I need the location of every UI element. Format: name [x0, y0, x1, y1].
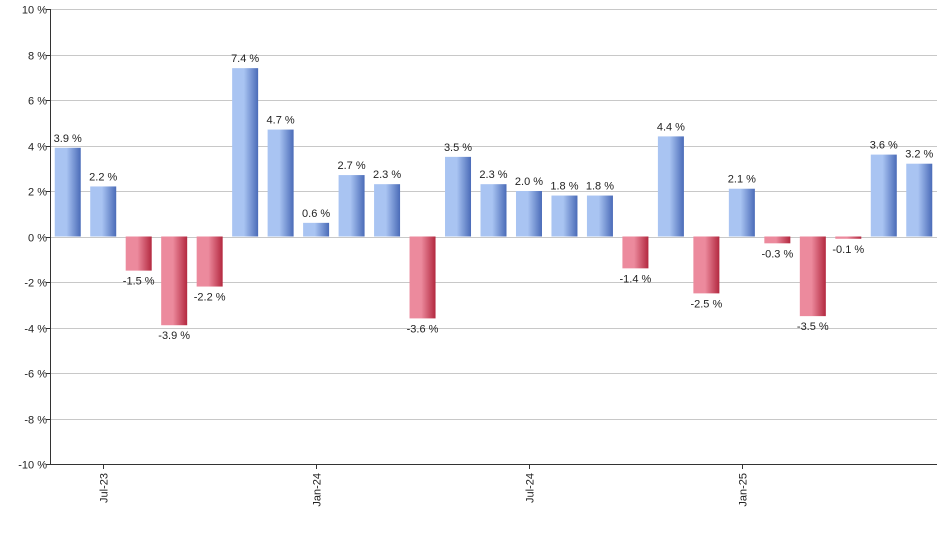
data-label: 0.6 % [302, 208, 330, 220]
axes [46, 9, 937, 469]
data-label: -3.9 % [158, 330, 190, 342]
data-label: 4.7 % [267, 115, 295, 127]
data-label: -2.5 % [690, 298, 722, 310]
bar [445, 156, 472, 237]
data-label: 7.4 % [231, 53, 259, 65]
bar [870, 154, 897, 237]
data-label: 2.2 % [89, 171, 117, 183]
y-tick-label: 0 % [28, 233, 47, 245]
data-label: -3.5 % [797, 321, 829, 333]
bar [551, 195, 578, 237]
bar [480, 184, 507, 237]
bar [693, 236, 720, 294]
y-tick-label: 4 % [28, 142, 47, 154]
bar [267, 129, 294, 237]
bar [409, 236, 436, 319]
bar [338, 175, 365, 237]
y-tick-label: 10 % [22, 5, 47, 17]
bar [835, 236, 862, 239]
bar [728, 188, 755, 237]
y-tick-label: 6 % [28, 96, 47, 108]
data-label: 3.9 % [54, 133, 82, 145]
bar [232, 68, 259, 237]
data-label: 2.1 % [728, 174, 756, 186]
data-label: 2.0 % [515, 176, 543, 188]
bar [90, 186, 117, 237]
data-label: 1.8 % [586, 181, 614, 193]
data-label: -0.3 % [761, 248, 793, 260]
bar [161, 236, 188, 326]
bar [764, 236, 791, 244]
bars [54, 68, 933, 326]
y-tick-label: -2 % [24, 278, 47, 290]
data-label: 3.2 % [905, 149, 933, 161]
y-tick-label: 2 % [28, 187, 47, 199]
data-label: -2.2 % [194, 292, 226, 304]
x-tick-label: Jan-25 [738, 473, 750, 507]
y-tick-label: -10 % [18, 460, 47, 472]
data-label: 2.7 % [338, 160, 366, 172]
data-label: -1.5 % [123, 276, 155, 288]
data-label: 3.6 % [870, 140, 898, 152]
bar [622, 236, 649, 269]
bar [54, 147, 81, 237]
bar [303, 222, 330, 237]
bar [799, 236, 826, 317]
bar [906, 163, 933, 237]
data-label: 2.3 % [479, 169, 507, 181]
bar [374, 184, 401, 237]
y-axis-tick-labels: 10 % 8 % 6 % 4 % 2 % 0 % -2 % -4 % -6 % -8 % -10 % [18, 5, 47, 472]
data-label: 1.8 % [550, 181, 578, 193]
data-label: -0.1 % [832, 244, 864, 256]
x-tick-label: Jul-24 [525, 473, 537, 503]
bar [586, 195, 613, 237]
data-label: -3.6 % [407, 323, 439, 335]
data-label: 3.5 % [444, 142, 472, 154]
bar [125, 236, 152, 271]
x-axis-tick-labels: Jul-23 Jan-24 Jul-24 Jan-25 [99, 473, 750, 507]
data-label: -1.4 % [620, 273, 652, 285]
data-labels: 3.9 % 2.2 % -1.5 % -3.9 % -2.2 % 7.4 % 4.7 % 0.… [54, 53, 934, 342]
data-label: 4.4 % [657, 121, 685, 133]
bar [196, 236, 223, 287]
bar [515, 191, 542, 237]
bar [657, 136, 684, 237]
y-tick-label: -6 % [24, 369, 47, 381]
x-tick-label: Jan-24 [312, 473, 324, 507]
y-tick-label: -8 % [24, 415, 47, 427]
y-tick-label: -4 % [24, 324, 47, 336]
y-tick-label: 8 % [28, 51, 47, 63]
data-label: 2.3 % [373, 169, 401, 181]
x-tick-label: Jul-23 [99, 473, 111, 503]
